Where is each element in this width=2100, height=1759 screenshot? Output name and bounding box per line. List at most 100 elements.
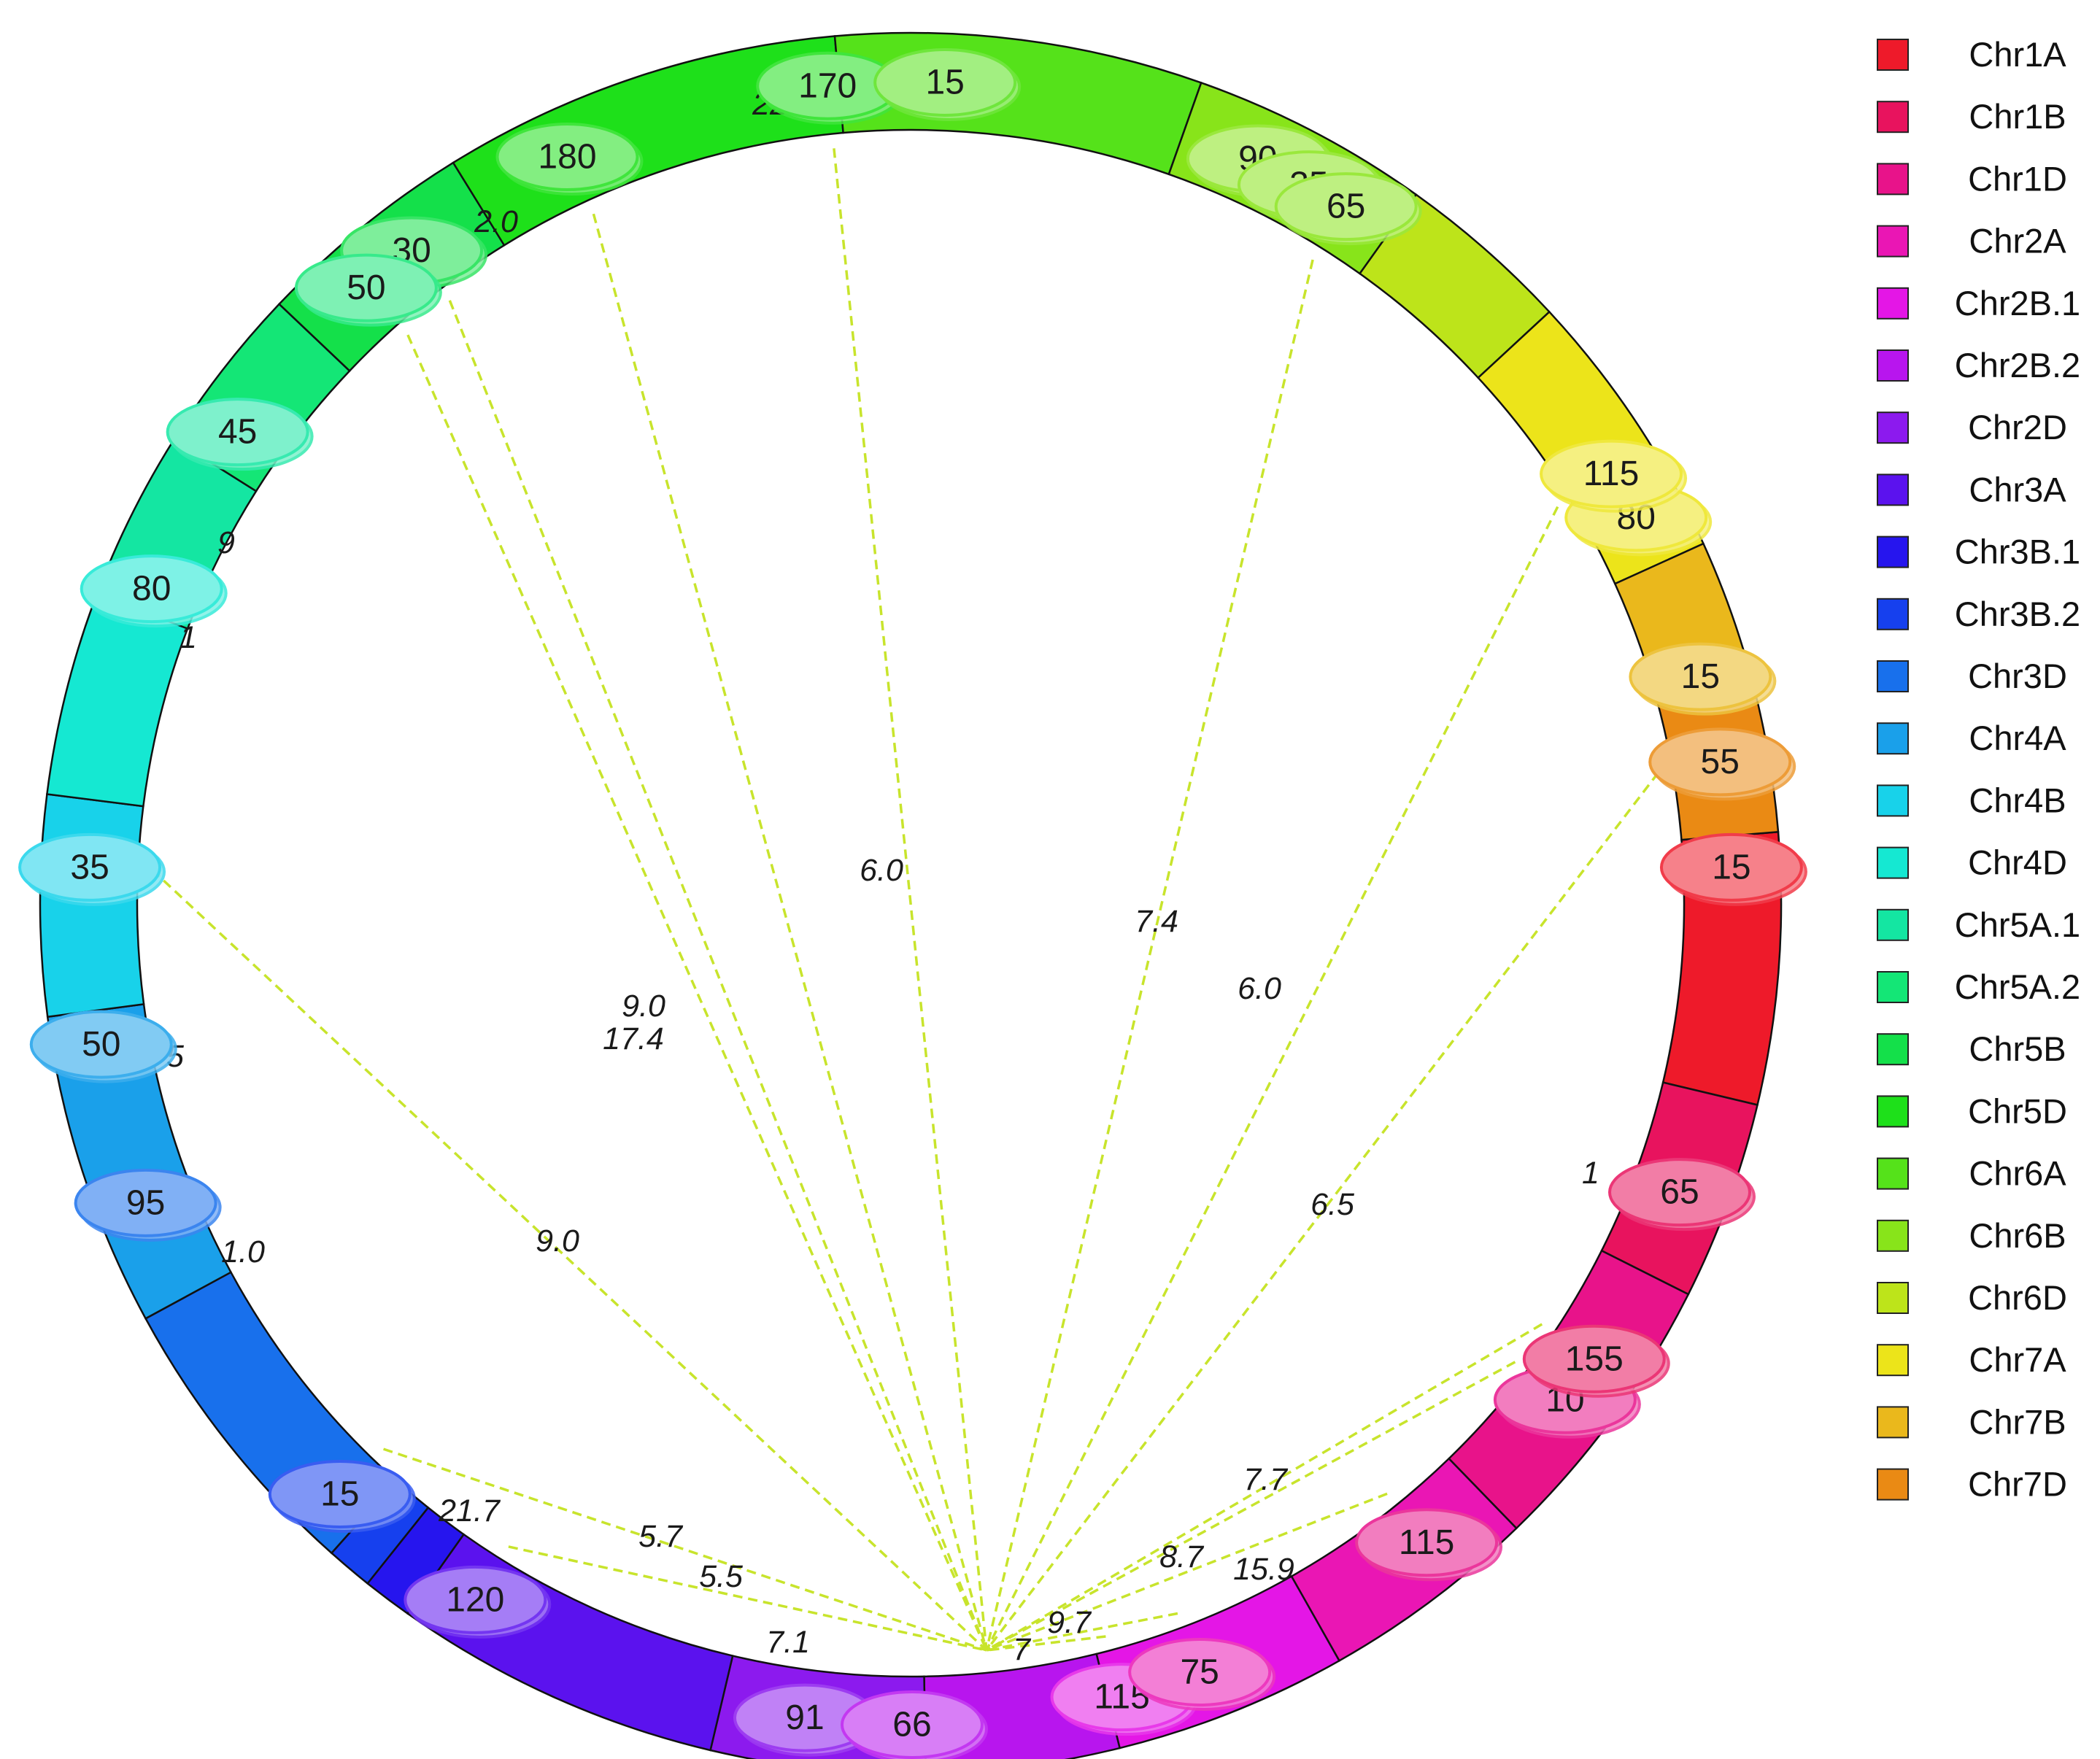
legend-swatch bbox=[1877, 784, 1909, 817]
legend-item-chr7a: Chr7A bbox=[1877, 1340, 2066, 1379]
marker-ellipse bbox=[294, 253, 438, 322]
marker-25: 55 bbox=[1648, 727, 1796, 801]
marker-ellipse bbox=[1540, 439, 1683, 509]
legend-swatch bbox=[1877, 1157, 1909, 1190]
legend-item-chr2b-2: Chr2B.2 bbox=[1877, 346, 2080, 384]
legend-swatch bbox=[1877, 1406, 1909, 1439]
link-line-extra-1 bbox=[592, 213, 988, 1651]
marker-5: 65 bbox=[1274, 172, 1422, 246]
partial-label-6: 9 bbox=[217, 525, 235, 560]
marker-label: 50 bbox=[347, 268, 385, 307]
legend-swatch bbox=[1877, 971, 1909, 1003]
legend-item-chr3b-1: Chr3B.1 bbox=[1877, 533, 2080, 571]
marker-10: 80 bbox=[80, 554, 228, 628]
legend-label: Chr5D bbox=[1968, 1091, 2067, 1130]
legend-label: Chr5A.2 bbox=[1955, 967, 2080, 1006]
link-line-4 bbox=[985, 772, 1659, 1652]
legend-label: Chr7B bbox=[1969, 1402, 2066, 1441]
marker-21: 10 bbox=[1493, 1365, 1641, 1439]
legend-label: Chr3B.1 bbox=[1955, 533, 2080, 571]
legend-swatch bbox=[1877, 1219, 1909, 1252]
marker-label: 15 bbox=[1681, 657, 1720, 696]
legend-swatch bbox=[1877, 846, 1909, 879]
legend-swatch bbox=[1877, 1095, 1909, 1128]
legend-label: Chr2D bbox=[1968, 408, 2067, 446]
marker-label: 95 bbox=[126, 1183, 165, 1222]
link-labels: 6.07.46.06.59.017.49.05.75.57.78.79.7 bbox=[536, 853, 1355, 1640]
marker-ellipse bbox=[1608, 1158, 1752, 1227]
legend-item-chr7b: Chr7B bbox=[1877, 1402, 2066, 1441]
link-label-10: 7.7 bbox=[1243, 1462, 1289, 1497]
legend-label: Chr6D bbox=[1968, 1278, 2067, 1317]
legend-item-chr5a-1: Chr5A.1 bbox=[1877, 905, 2080, 944]
legend-swatch bbox=[1877, 101, 1909, 134]
partial-label-14: 1 bbox=[1582, 1156, 1599, 1191]
legend-label: Chr4D bbox=[1968, 843, 2067, 882]
marker-ellipse bbox=[1128, 1638, 1272, 1707]
link-line-8 bbox=[383, 1447, 987, 1652]
marker-label: 120 bbox=[446, 1580, 504, 1619]
marker-label: 65 bbox=[1327, 188, 1365, 226]
link-label-11: 8.7 bbox=[1159, 1539, 1205, 1574]
legend-item-chr1a: Chr1A bbox=[1877, 35, 2066, 74]
marker-label: 15 bbox=[1712, 848, 1750, 886]
link-line-10 bbox=[986, 1323, 1543, 1652]
marker-ellipse bbox=[1648, 727, 1792, 797]
legend-item-chr4a: Chr4A bbox=[1877, 719, 2066, 757]
link-line-7 bbox=[151, 869, 988, 1652]
marker-label: 65 bbox=[1660, 1173, 1699, 1212]
legend-label: Chr5B bbox=[1969, 1029, 2066, 1068]
legend-label: Chr3D bbox=[1968, 657, 2067, 695]
legend-label: Chr6B bbox=[1969, 1216, 2066, 1255]
legend-swatch bbox=[1877, 411, 1909, 444]
marker-8: 50 bbox=[294, 253, 442, 327]
marker-19: 75 bbox=[1128, 1638, 1276, 1712]
legend-label: Chr5A.1 bbox=[1955, 905, 2080, 944]
legend-swatch bbox=[1877, 1468, 1909, 1501]
marker-ellipse bbox=[873, 47, 1017, 117]
legend-item-chr5d: Chr5D bbox=[1877, 1091, 2067, 1130]
marker-14: 15 bbox=[268, 1459, 416, 1533]
link-line-5 bbox=[448, 300, 988, 1651]
marker-label: 180 bbox=[538, 138, 596, 177]
marker-ellipse bbox=[268, 1459, 412, 1528]
legend-item-chr1d: Chr1D bbox=[1877, 159, 2067, 198]
marker-label: 115 bbox=[1399, 1523, 1455, 1562]
legend-label: Chr4B bbox=[1969, 781, 2066, 819]
legend-item-chr7d: Chr7D bbox=[1877, 1465, 2067, 1504]
marker-6: 180 bbox=[495, 123, 644, 196]
link-line-1 bbox=[833, 148, 988, 1651]
marker-ellipse bbox=[1355, 1508, 1499, 1577]
legend-swatch bbox=[1877, 287, 1909, 320]
legend-swatch bbox=[1877, 536, 1909, 568]
marker-ellipse bbox=[1629, 642, 1772, 711]
legend-swatch bbox=[1877, 473, 1909, 506]
marker-label: 15 bbox=[320, 1474, 359, 1513]
link-label-9: 5.5 bbox=[699, 1559, 744, 1594]
legend-item-chr3d: Chr3D bbox=[1877, 657, 2067, 695]
legend-swatch bbox=[1877, 908, 1909, 941]
link-label-2: 7.4 bbox=[1135, 904, 1178, 939]
partial-label-13: 7 bbox=[1013, 1632, 1032, 1667]
link-line-2 bbox=[985, 259, 1314, 1651]
marker-22: 155 bbox=[1522, 1324, 1670, 1398]
link-label-5: 9.0 bbox=[622, 989, 665, 1024]
marker-ellipse bbox=[840, 1690, 984, 1759]
legend-label: Chr7D bbox=[1968, 1465, 2067, 1504]
legend-item-chr1b: Chr1B bbox=[1877, 97, 2066, 136]
marker-20: 115 bbox=[1355, 1508, 1503, 1582]
marker-ellipse bbox=[29, 1010, 173, 1079]
marker-23: 65 bbox=[1608, 1158, 1756, 1232]
marker-24: 15 bbox=[1659, 832, 1807, 906]
partial-label-11: 7.1 bbox=[766, 1625, 810, 1660]
marker-ellipse bbox=[1522, 1324, 1666, 1393]
link-lines bbox=[151, 148, 1659, 1652]
link-label-6: 17.4 bbox=[603, 1021, 664, 1056]
legend-item-chr6d: Chr6D bbox=[1877, 1278, 2067, 1317]
legend-label: Chr2A bbox=[1969, 222, 2066, 260]
link-line-11 bbox=[986, 1492, 1388, 1652]
legend-item-chr5b: Chr5B bbox=[1877, 1029, 2066, 1068]
legend-label: Chr3A bbox=[1969, 470, 2066, 509]
partial-label-7: 1 bbox=[179, 620, 197, 655]
marker-label: 170 bbox=[798, 66, 857, 105]
